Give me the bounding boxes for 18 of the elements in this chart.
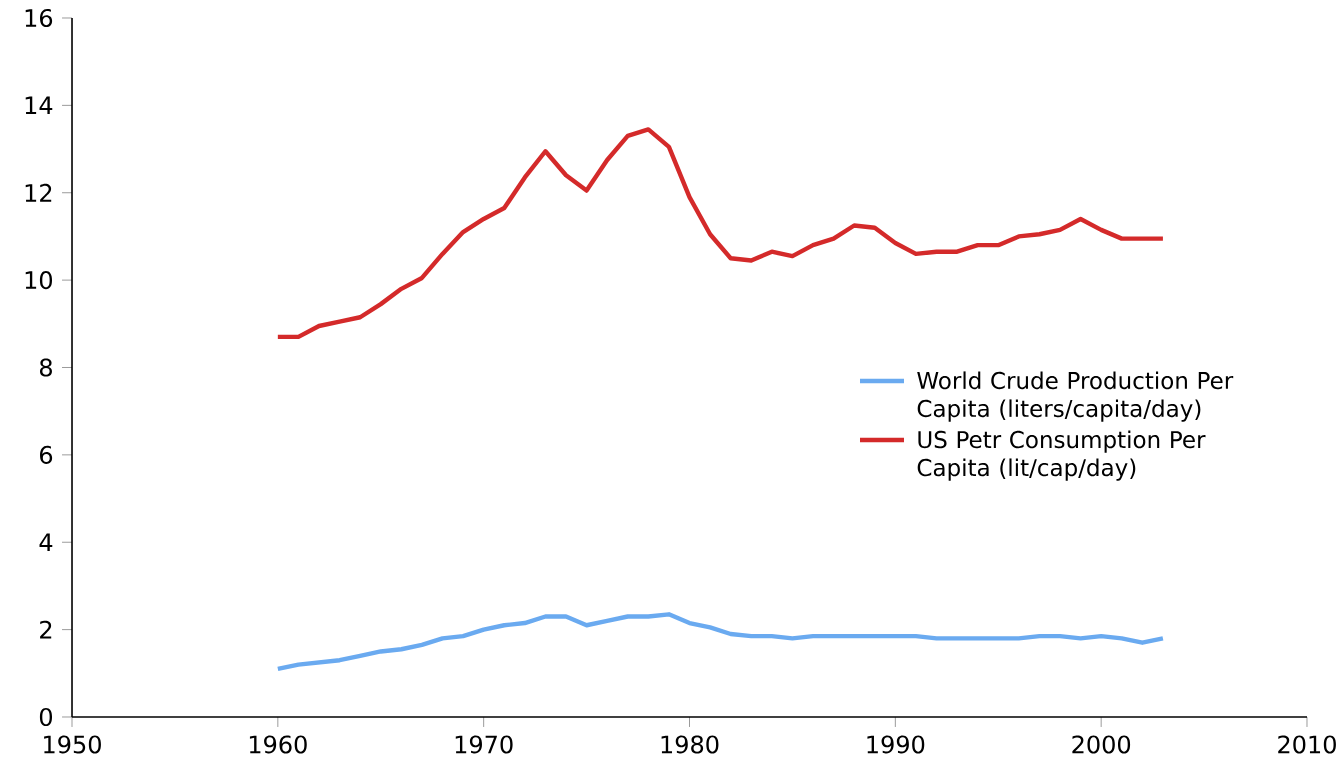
y-tick-label: 14 bbox=[25, 96, 53, 115]
y-tick-label: 4 bbox=[39, 533, 53, 551]
x-tick-label: 1970 bbox=[455, 735, 513, 754]
y-tick-label: 10 bbox=[25, 271, 53, 290]
y-tick-label: 12 bbox=[25, 183, 52, 202]
x-tick-label: 1990 bbox=[867, 735, 925, 754]
y-tick-label: 2 bbox=[40, 620, 52, 639]
legend-label: US Petr Consumption Per Capita (lit/cap/day) bbox=[917, 430, 1206, 481]
legend-label: World Crude Production Per Capita (liters/capita/day) bbox=[917, 371, 1234, 422]
x-tick-label: 1950 bbox=[44, 735, 101, 754]
x-tick-label: 2000 bbox=[1072, 735, 1131, 754]
x-tick-label: 1960 bbox=[249, 735, 307, 754]
y-tick-label: 6 bbox=[40, 445, 53, 464]
x-tick-label: 2010 bbox=[1278, 735, 1336, 754]
y-tick-label: 0 bbox=[39, 707, 53, 727]
y-tick-label: 8 bbox=[39, 358, 52, 377]
y-tick-label: 16 bbox=[25, 8, 53, 28]
x-tick-label: 1980 bbox=[661, 735, 719, 754]
